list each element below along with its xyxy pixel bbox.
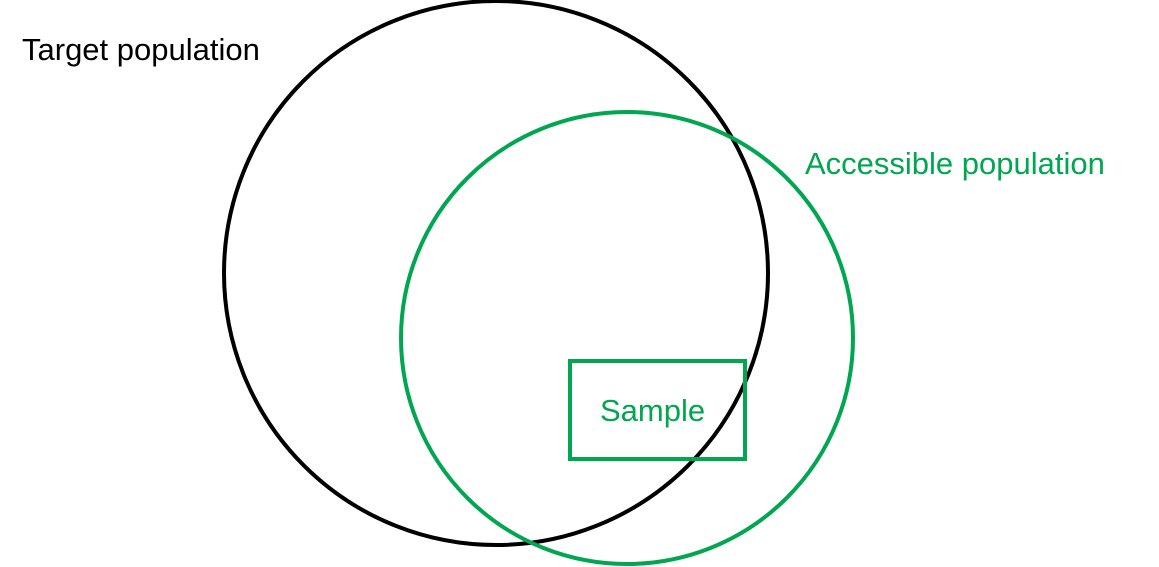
target-population-circle: [222, 0, 770, 547]
accessible-population-circle: [399, 110, 855, 566]
accessible-population-label: Accessible population: [805, 146, 1105, 181]
target-population-label: Target population: [22, 32, 260, 67]
sample-label: Sample: [600, 393, 706, 428]
sample-rectangle: [568, 359, 747, 461]
